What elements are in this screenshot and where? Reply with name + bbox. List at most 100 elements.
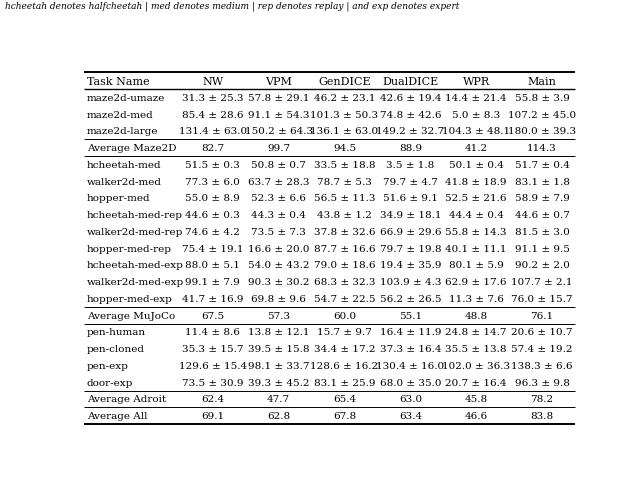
Text: 20.6 ± 10.7: 20.6 ± 10.7	[511, 328, 573, 337]
Text: 83.8: 83.8	[531, 411, 554, 420]
Text: 74.6 ± 4.2: 74.6 ± 4.2	[186, 228, 240, 237]
Text: Average All: Average All	[87, 411, 147, 420]
Text: walker2d-med: walker2d-med	[87, 177, 162, 186]
Text: 35.3 ± 15.7: 35.3 ± 15.7	[182, 345, 243, 353]
Text: 16.6 ± 20.0: 16.6 ± 20.0	[248, 244, 309, 253]
Text: 15.7 ± 9.7: 15.7 ± 9.7	[317, 328, 372, 337]
Text: 44.4 ± 0.4: 44.4 ± 0.4	[449, 211, 504, 220]
Text: 13.8 ± 12.1: 13.8 ± 12.1	[248, 328, 309, 337]
Text: 67.5: 67.5	[201, 311, 224, 320]
Text: 103.9 ± 4.3: 103.9 ± 4.3	[380, 277, 441, 287]
Text: 79.0 ± 18.6: 79.0 ± 18.6	[314, 261, 375, 270]
Text: maze2d-med: maze2d-med	[87, 110, 154, 120]
Text: 138.3 ± 6.6: 138.3 ± 6.6	[511, 361, 573, 370]
Text: 74.8 ± 42.6: 74.8 ± 42.6	[380, 110, 441, 120]
Text: 51.5 ± 0.3: 51.5 ± 0.3	[186, 161, 240, 169]
Text: 76.0 ± 15.7: 76.0 ± 15.7	[511, 294, 573, 303]
Text: 107.2 ± 45.0: 107.2 ± 45.0	[508, 110, 576, 120]
Text: 101.3 ± 50.3: 101.3 ± 50.3	[310, 110, 378, 120]
Text: hopper-med-exp: hopper-med-exp	[87, 294, 173, 303]
Text: Average MuJoCo: Average MuJoCo	[87, 311, 175, 320]
Text: 63.4: 63.4	[399, 411, 422, 420]
Text: 58.9 ± 7.9: 58.9 ± 7.9	[515, 194, 570, 203]
Text: hopper-med-rep: hopper-med-rep	[87, 244, 172, 253]
Text: 114.3: 114.3	[527, 144, 557, 153]
Text: 73.5 ± 7.3: 73.5 ± 7.3	[251, 228, 306, 237]
Text: 96.3 ± 9.8: 96.3 ± 9.8	[515, 378, 570, 387]
Text: 107.7 ± 2.1: 107.7 ± 2.1	[511, 277, 573, 287]
Text: 150.2 ± 64.3: 150.2 ± 64.3	[244, 127, 313, 136]
Text: 48.8: 48.8	[465, 311, 488, 320]
Text: 19.4 ± 35.9: 19.4 ± 35.9	[380, 261, 441, 270]
Text: 57.8 ± 29.1: 57.8 ± 29.1	[248, 94, 309, 103]
Text: 73.5 ± 30.9: 73.5 ± 30.9	[182, 378, 243, 387]
Text: 42.6 ± 19.4: 42.6 ± 19.4	[380, 94, 441, 103]
Text: 16.4 ± 11.9: 16.4 ± 11.9	[380, 328, 441, 337]
Text: 90.2 ± 2.0: 90.2 ± 2.0	[515, 261, 570, 270]
Text: 88.9: 88.9	[399, 144, 422, 153]
Text: 83.1 ± 25.9: 83.1 ± 25.9	[314, 378, 375, 387]
Text: 91.1 ± 9.5: 91.1 ± 9.5	[515, 244, 570, 253]
Text: 131.4 ± 63.0: 131.4 ± 63.0	[179, 127, 247, 136]
Text: 83.1 ± 1.8: 83.1 ± 1.8	[515, 177, 570, 186]
Text: DualDICE: DualDICE	[382, 76, 438, 86]
Text: 41.2: 41.2	[465, 144, 488, 153]
Text: 11.4 ± 8.6: 11.4 ± 8.6	[186, 328, 240, 337]
Text: pen-exp: pen-exp	[87, 361, 129, 370]
Text: 130.4 ± 16.0: 130.4 ± 16.0	[376, 361, 444, 370]
Text: NW: NW	[202, 76, 223, 86]
Text: 77.3 ± 6.0: 77.3 ± 6.0	[186, 177, 240, 186]
Text: 79.7 ± 19.8: 79.7 ± 19.8	[380, 244, 441, 253]
Text: 88.0 ± 5.1: 88.0 ± 5.1	[186, 261, 240, 270]
Text: 5.0 ± 8.3: 5.0 ± 8.3	[452, 110, 500, 120]
Text: 43.8 ± 1.2: 43.8 ± 1.2	[317, 211, 372, 220]
Text: 60.0: 60.0	[333, 311, 356, 320]
Text: 76.1: 76.1	[531, 311, 554, 320]
Text: 85.4 ± 28.6: 85.4 ± 28.6	[182, 110, 243, 120]
Text: 62.4: 62.4	[201, 395, 224, 404]
Text: 34.4 ± 17.2: 34.4 ± 17.2	[314, 345, 375, 353]
Text: 62.9 ± 17.6: 62.9 ± 17.6	[445, 277, 507, 287]
Text: 79.7 ± 4.7: 79.7 ± 4.7	[383, 177, 438, 186]
Text: 52.3 ± 6.6: 52.3 ± 6.6	[251, 194, 306, 203]
Text: 3.5 ± 1.8: 3.5 ± 1.8	[386, 161, 435, 169]
Text: 56.5 ± 11.3: 56.5 ± 11.3	[314, 194, 375, 203]
Text: 56.2 ± 26.5: 56.2 ± 26.5	[380, 294, 441, 303]
Text: maze2d-umaze: maze2d-umaze	[87, 94, 165, 103]
Text: 67.8: 67.8	[333, 411, 356, 420]
Text: 65.4: 65.4	[333, 395, 356, 404]
Text: 78.7 ± 5.3: 78.7 ± 5.3	[317, 177, 372, 186]
Text: 99.1 ± 7.9: 99.1 ± 7.9	[186, 277, 240, 287]
Text: Task Name: Task Name	[87, 76, 150, 86]
Text: pen-cloned: pen-cloned	[87, 345, 145, 353]
Text: hcheetah-med: hcheetah-med	[87, 161, 161, 169]
Text: 31.3 ± 25.3: 31.3 ± 25.3	[182, 94, 243, 103]
Text: Average Adroit: Average Adroit	[87, 395, 166, 404]
Text: 136.1 ± 63.0: 136.1 ± 63.0	[310, 127, 378, 136]
Text: 128.6 ± 16.2: 128.6 ± 16.2	[310, 361, 378, 370]
Text: 41.7 ± 16.9: 41.7 ± 16.9	[182, 294, 243, 303]
Text: 62.8: 62.8	[267, 411, 290, 420]
Text: 39.3 ± 45.2: 39.3 ± 45.2	[248, 378, 309, 387]
Text: 24.8 ± 14.7: 24.8 ± 14.7	[445, 328, 507, 337]
Text: 44.6 ± 0.3: 44.6 ± 0.3	[186, 211, 240, 220]
Text: 180.0 ± 39.3: 180.0 ± 39.3	[508, 127, 576, 136]
Text: 44.6 ± 0.7: 44.6 ± 0.7	[515, 211, 570, 220]
Text: 20.7 ± 16.4: 20.7 ± 16.4	[445, 378, 507, 387]
Text: 129.6 ± 15.4: 129.6 ± 15.4	[179, 361, 247, 370]
Text: 81.5 ± 3.0: 81.5 ± 3.0	[515, 228, 570, 237]
Text: 51.6 ± 9.1: 51.6 ± 9.1	[383, 194, 438, 203]
Text: 14.4 ± 21.4: 14.4 ± 21.4	[445, 94, 507, 103]
Text: 91.1 ± 54.3: 91.1 ± 54.3	[248, 110, 309, 120]
Text: hcheetah denotes halfcheetah | med denotes medium | rep denotes replay | and exp: hcheetah denotes halfcheetah | med denot…	[5, 1, 460, 11]
Text: 39.5 ± 15.8: 39.5 ± 15.8	[248, 345, 309, 353]
Text: 47.7: 47.7	[267, 395, 290, 404]
Text: 54.0 ± 43.2: 54.0 ± 43.2	[248, 261, 309, 270]
Text: WPR: WPR	[463, 76, 490, 86]
Text: 87.7 ± 16.6: 87.7 ± 16.6	[314, 244, 375, 253]
Text: hcheetah-med-rep: hcheetah-med-rep	[87, 211, 183, 220]
Text: 45.8: 45.8	[465, 395, 488, 404]
Text: hopper-med: hopper-med	[87, 194, 150, 203]
Text: 63.7 ± 28.3: 63.7 ± 28.3	[248, 177, 309, 186]
Text: 11.3 ± 7.6: 11.3 ± 7.6	[449, 294, 504, 303]
